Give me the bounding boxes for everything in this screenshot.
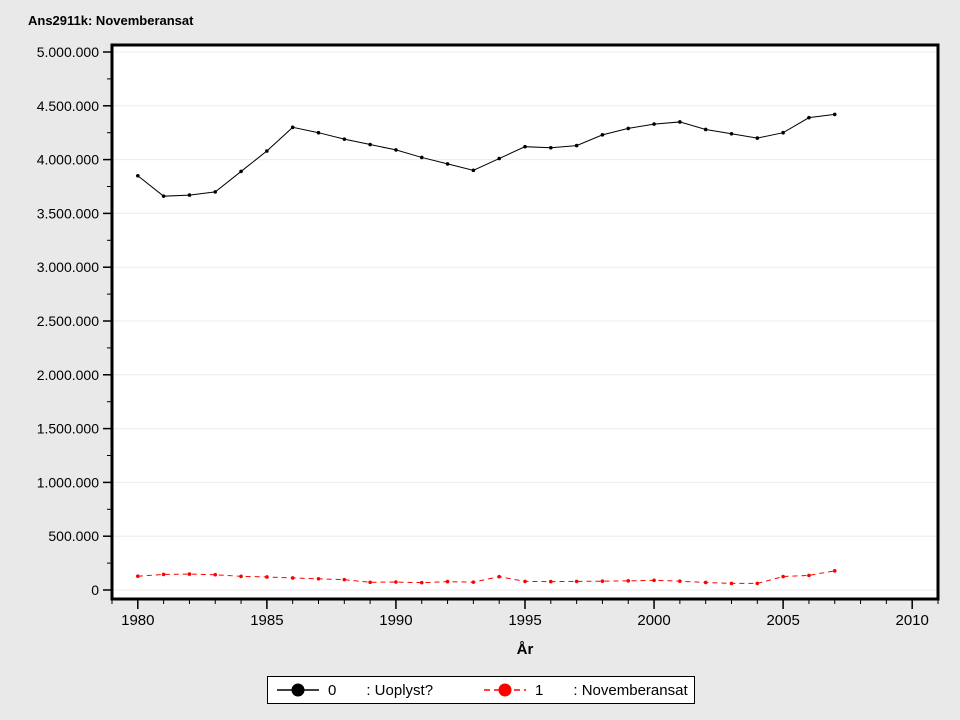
svg-text:5.000.000: 5.000.000	[37, 44, 99, 60]
svg-text:4.000.000: 4.000.000	[37, 152, 99, 168]
x-axis-ticks	[111, 599, 939, 609]
legend-series-value: 1	[535, 681, 544, 699]
svg-text:1980: 1980	[121, 612, 154, 629]
legend-item-0: 0 : Uoplyst?	[276, 682, 433, 699]
svg-text:2.000.000: 2.000.000	[37, 367, 99, 383]
svg-text:2010: 2010	[896, 612, 929, 629]
legend-series-value: 0	[328, 681, 337, 699]
legend: 0 : Uoplyst? 1 : Novemberansat	[267, 676, 695, 704]
svg-text:1.500.000: 1.500.000	[37, 421, 99, 437]
series-0	[136, 112, 837, 198]
plot-background	[112, 45, 938, 599]
svg-text:1.000.000: 1.000.000	[37, 474, 99, 490]
gridlines	[112, 51, 938, 591]
legend-marker-solid-line-dot-icon	[277, 683, 319, 697]
svg-text:4.500.000: 4.500.000	[37, 98, 99, 114]
x-tick-labels: 1980 1985 1990 1995 2000 2005 2010	[121, 612, 929, 629]
legend-marker-dashed-line-dot-icon	[484, 683, 527, 697]
legend-item-1: 1 : Novemberansat	[483, 682, 688, 699]
legend-series-label: : Uoplyst?	[366, 681, 434, 699]
y-tick-labels: 0 500.000 1.000.000 1.500.000 2.000.000 2.500…	[37, 44, 100, 598]
svg-text:2005: 2005	[766, 612, 799, 629]
svg-text:1995: 1995	[508, 612, 541, 629]
y-axis-ticks	[103, 51, 112, 591]
x-axis-title: År	[516, 641, 534, 658]
svg-text:1990: 1990	[379, 612, 412, 629]
svg-text:3.500.000: 3.500.000	[37, 205, 99, 221]
svg-text:500.000: 500.000	[48, 528, 99, 544]
svg-text:2.500.000: 2.500.000	[37, 313, 99, 329]
plot-area: 0 500.000 1.000.000 1.500.000 2.000.000 2.500…	[37, 43, 940, 629]
svg-text:0: 0	[91, 582, 99, 598]
chart-title: Ans2911k: Novemberansat	[28, 13, 194, 28]
svg-text:3.000.000: 3.000.000	[37, 259, 99, 275]
svg-text:2000: 2000	[637, 612, 670, 629]
series-1	[136, 569, 837, 586]
legend-series-label: : Novemberansat	[573, 681, 688, 699]
svg-text:1985: 1985	[250, 612, 283, 629]
